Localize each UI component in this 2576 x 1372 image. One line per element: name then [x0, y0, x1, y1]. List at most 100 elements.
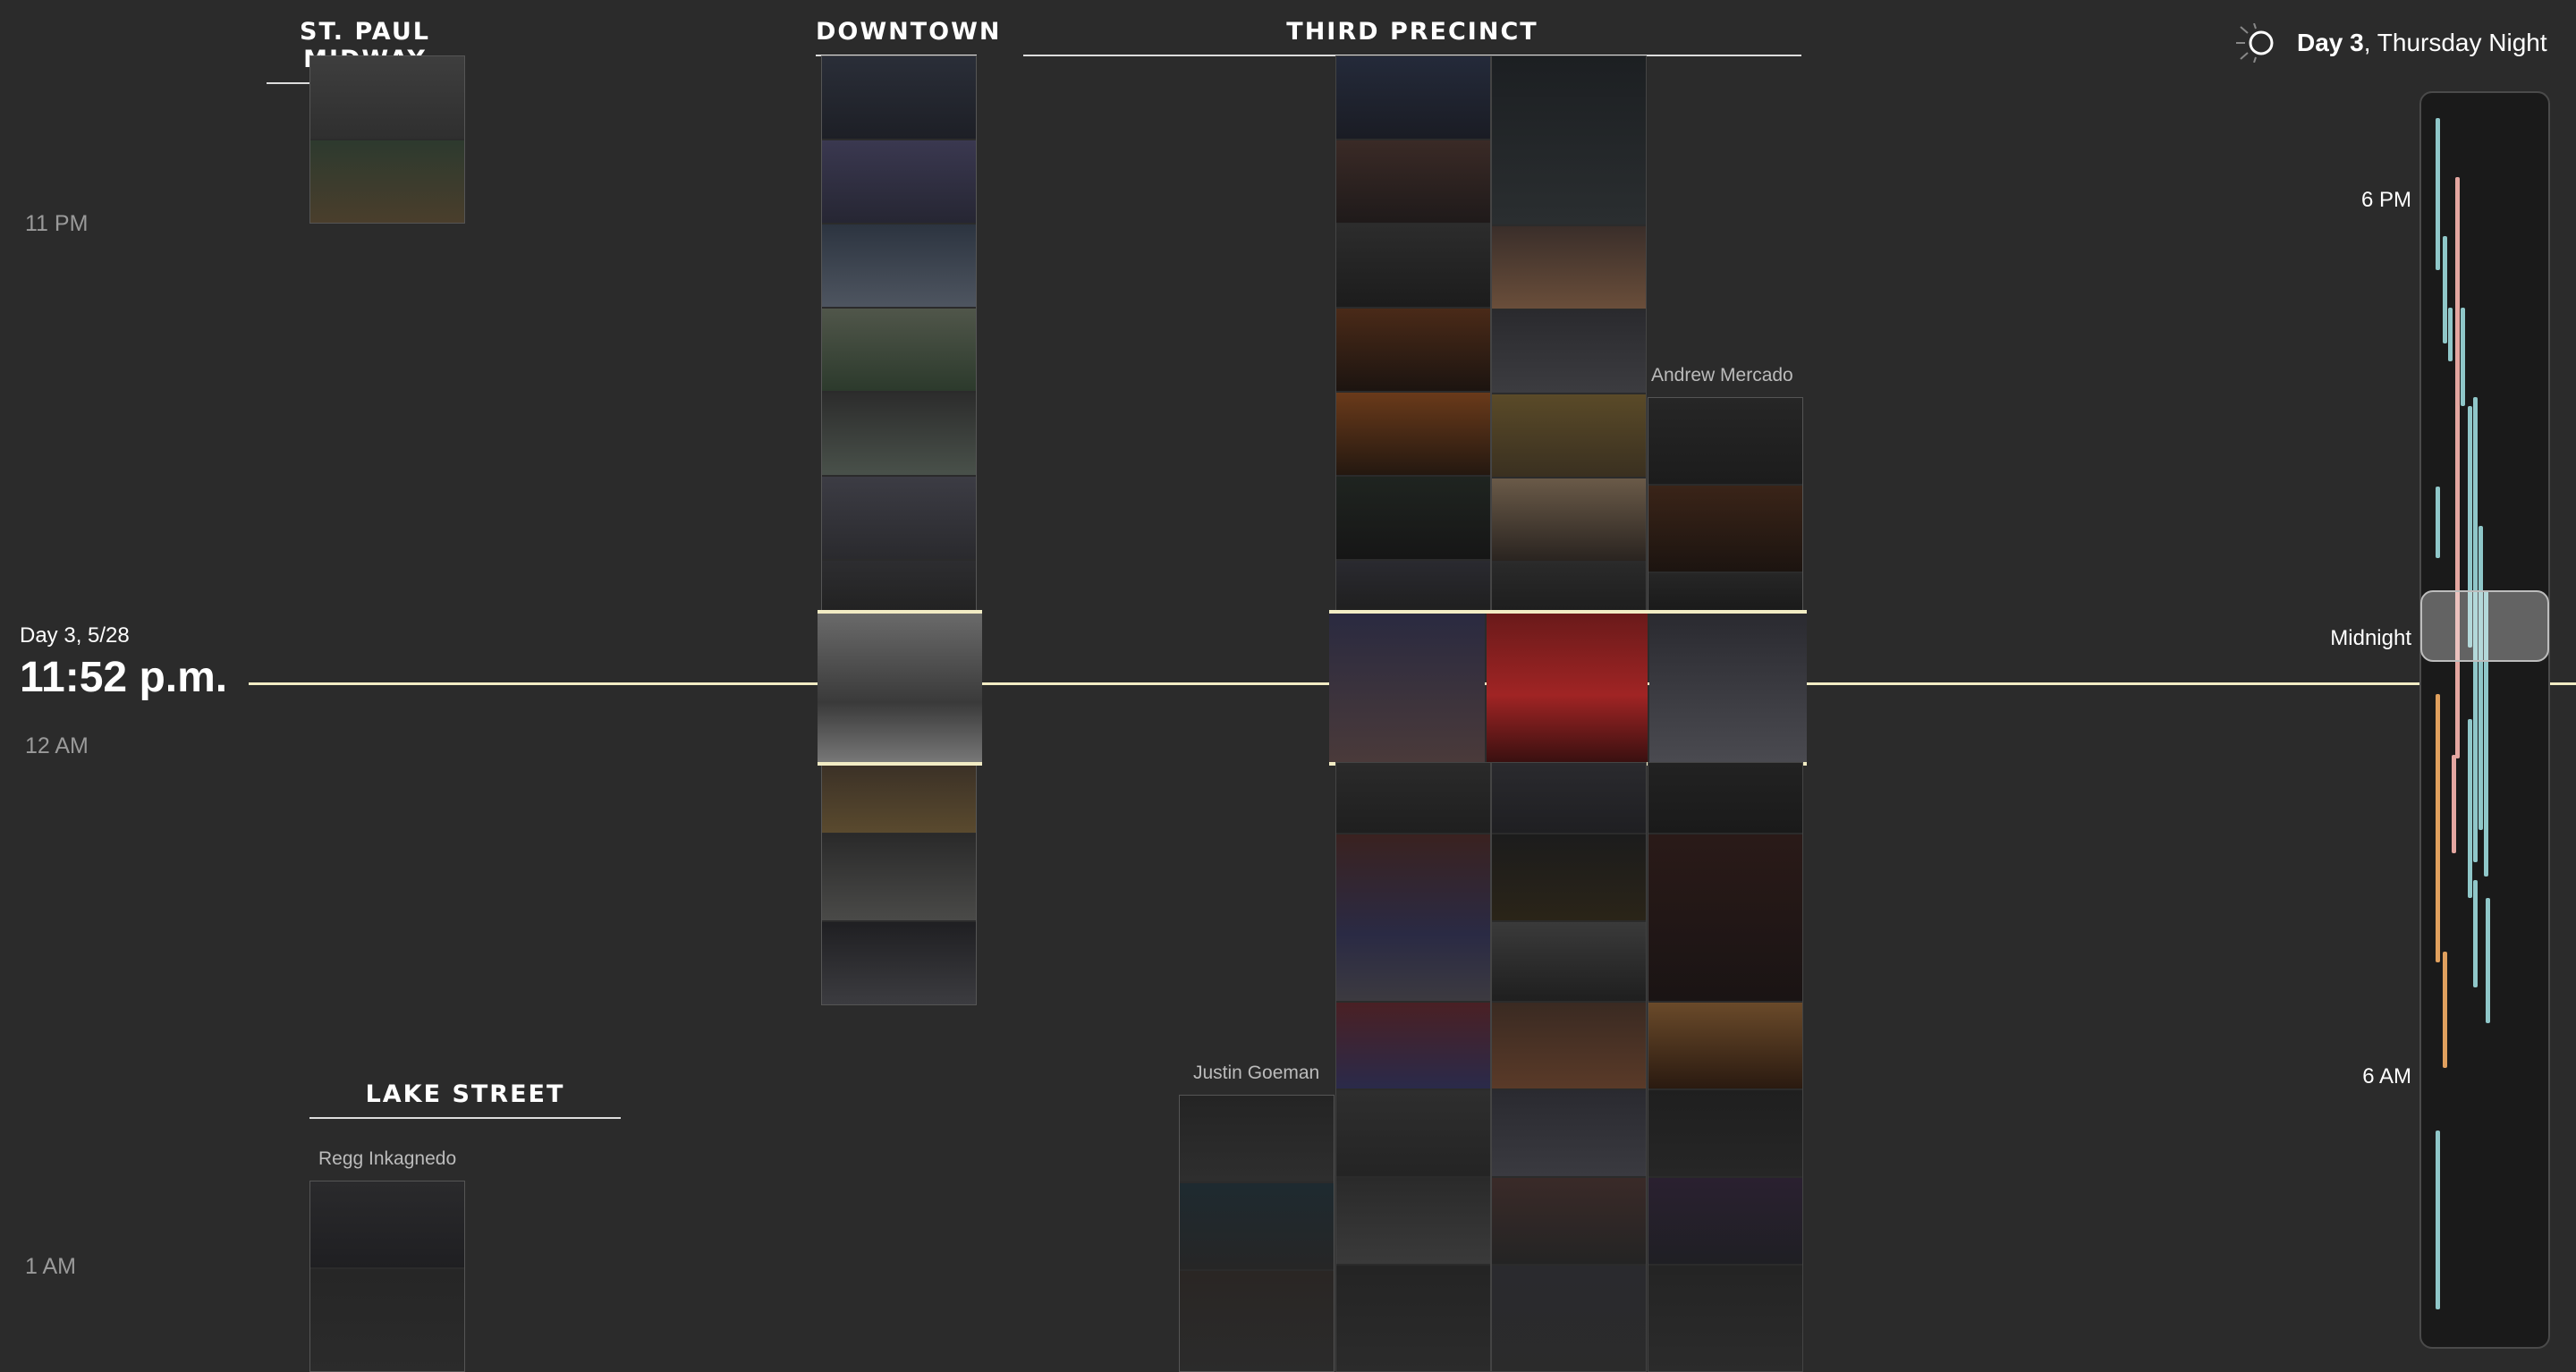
video-thumbnail[interactable] [1492, 1266, 1646, 1371]
video-column-downtown-upper[interactable] [821, 55, 977, 612]
video-thumbnail[interactable] [1336, 477, 1490, 559]
video-thumbnail[interactable] [1492, 834, 1646, 920]
video-thumbnail[interactable] [1336, 561, 1490, 611]
video-thumbnail[interactable] [822, 834, 976, 920]
video-thumbnail[interactable] [1492, 226, 1646, 309]
minimap-bar [2436, 487, 2440, 558]
video-thumbnail[interactable] [1492, 763, 1646, 833]
minimap-label-midnight: Midnight [2330, 626, 2411, 650]
minimap-bar [2486, 898, 2490, 1023]
minimap-bar [2436, 694, 2440, 962]
minimap-bar [2448, 308, 2453, 361]
minimap-label-6pm: 6 PM [2360, 188, 2411, 212]
video-thumbnail[interactable] [1648, 398, 1802, 484]
timeline-minimap[interactable] [2419, 91, 2550, 1349]
minimap-bar [2479, 526, 2483, 830]
video-thumbnail[interactable] [1492, 1090, 1646, 1176]
video-thumbnail[interactable] [1336, 140, 1490, 223]
video-thumbnail[interactable] [1336, 1266, 1490, 1371]
video-column-third-precinct-b-upper[interactable] [1491, 55, 1647, 612]
video-thumbnail[interactable] [1336, 393, 1490, 475]
timeline-scrubber-handle[interactable] [2420, 590, 2549, 662]
video-thumbnail[interactable] [1180, 1271, 1334, 1371]
sun-moon-icon [2236, 23, 2274, 63]
time-label-12am: 12 AM [25, 733, 89, 758]
video-thumbnail[interactable] [1492, 56, 1646, 224]
video-thumbnail[interactable] [1336, 56, 1490, 139]
video-thumbnail[interactable] [1336, 834, 1490, 1001]
video-thumbnail[interactable] [1180, 1096, 1334, 1181]
video-thumbnail[interactable] [822, 224, 976, 307]
videographer-label-inkagnedo: Regg Inkagnedo [318, 1148, 457, 1169]
video-thumbnail-active[interactable] [1649, 614, 1807, 762]
minimap-bar [2461, 308, 2465, 406]
video-thumbnail[interactable] [310, 56, 464, 139]
video-column-third-precinct-c-lower[interactable] [1648, 762, 1803, 1372]
video-thumbnail[interactable] [1648, 834, 1802, 1001]
time-label-11pm: 11 PM [25, 211, 89, 236]
video-thumbnail[interactable] [1492, 1003, 1646, 1088]
section-header-downtown: DOWNTOWN [816, 18, 1000, 56]
minimap-bar [2484, 590, 2488, 877]
minimap-bar [2443, 236, 2447, 343]
day-title: Day 3, Thursday Night [2297, 29, 2547, 57]
video-thumbnail[interactable] [822, 56, 976, 139]
video-thumbnail-active[interactable] [1487, 614, 1648, 762]
section-header-third-precinct: THIRD PRECINCT [1023, 18, 1801, 56]
video-thumbnail[interactable] [310, 1181, 464, 1267]
video-thumbnail[interactable] [1648, 573, 1802, 611]
current-time: 11:52 p.m. [20, 654, 228, 701]
current-date: Day 3, 5/28 [20, 623, 130, 648]
video-column-third-precinct-b-lower[interactable] [1491, 762, 1647, 1372]
video-thumbnail[interactable] [1648, 1090, 1802, 1176]
video-thumbnail[interactable] [822, 309, 976, 391]
video-thumbnail[interactable] [1648, 1178, 1802, 1264]
active-video-downtown[interactable] [818, 610, 982, 766]
video-thumbnail[interactable] [1648, 1266, 1802, 1371]
day-number: Day 3 [2297, 29, 2364, 56]
video-thumbnail[interactable] [1648, 1003, 1802, 1088]
video-thumbnail[interactable] [1336, 1003, 1490, 1088]
video-thumbnail[interactable] [1648, 486, 1802, 572]
minimap-bar [2455, 177, 2460, 758]
minimap-bar [2436, 118, 2440, 270]
minimap-label-6am: 6 AM [2362, 1064, 2411, 1088]
video-thumbnail[interactable] [1336, 224, 1490, 307]
video-thumbnail[interactable] [1492, 394, 1646, 477]
video-column-third-precinct-a-lower[interactable] [1335, 762, 1491, 1372]
video-thumbnail[interactable] [822, 477, 976, 559]
video-thumbnail[interactable] [1336, 1090, 1490, 1176]
videographer-label-goeman: Justin Goeman [1193, 1063, 1320, 1083]
minimap-bar [2452, 755, 2456, 853]
video-thumbnail[interactable] [1492, 563, 1646, 611]
minimap-bar [2473, 397, 2478, 862]
video-thumbnail[interactable] [1492, 479, 1646, 561]
video-column-st-paul[interactable] [309, 55, 465, 224]
video-thumbnail[interactable] [822, 393, 976, 475]
video-thumbnail[interactable] [822, 140, 976, 223]
video-column-third-precinct-c-upper[interactable] [1648, 397, 1803, 612]
video-thumbnail[interactable] [1336, 309, 1490, 391]
video-thumbnail[interactable] [1492, 310, 1646, 393]
videographer-label-mercado: Andrew Mercado [1651, 365, 1793, 385]
video-column-goeman[interactable] [1179, 1095, 1335, 1372]
video-thumbnail-active[interactable] [818, 614, 982, 762]
video-thumbnail[interactable] [1336, 1178, 1490, 1264]
video-column-third-precinct-a-upper[interactable] [1335, 55, 1491, 612]
video-thumbnail[interactable] [1180, 1183, 1334, 1269]
video-thumbnail[interactable] [310, 1269, 464, 1371]
minimap-bar [2436, 1131, 2440, 1309]
video-thumbnail[interactable] [822, 561, 976, 611]
video-thumbnail[interactable] [1336, 763, 1490, 833]
video-thumbnail[interactable] [1648, 763, 1802, 833]
video-thumbnail[interactable] [822, 763, 976, 833]
section-header-lake-street: LAKE STREET [309, 1080, 621, 1119]
video-column-downtown-lower[interactable] [821, 762, 977, 1005]
video-thumbnail[interactable] [310, 140, 464, 223]
video-thumbnail[interactable] [1492, 1178, 1646, 1264]
video-thumbnail-active[interactable] [1329, 614, 1485, 762]
video-thumbnail[interactable] [822, 922, 976, 1004]
video-column-inkagnedo[interactable] [309, 1181, 465, 1372]
video-thumbnail[interactable] [1492, 922, 1646, 1001]
active-video-third-precinct[interactable] [1329, 610, 1807, 766]
